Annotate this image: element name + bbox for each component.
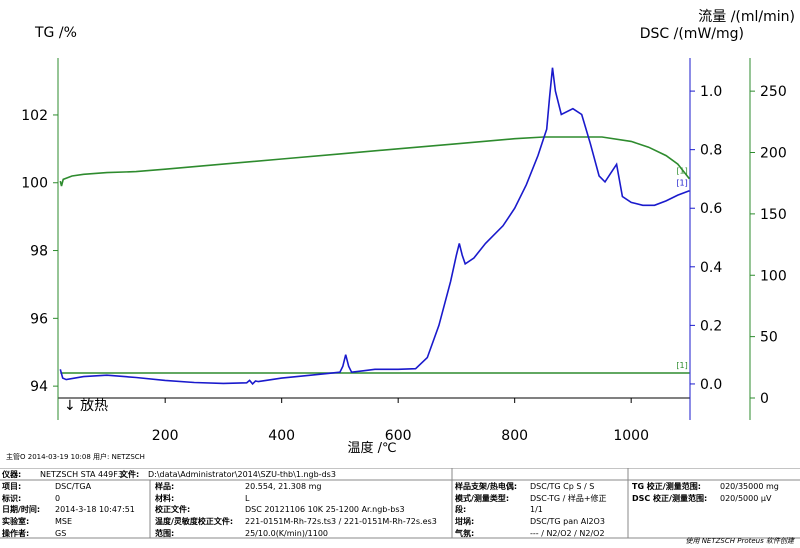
credit: 使用 NETZSCH Proteus 软件创建 bbox=[685, 537, 794, 545]
y2-axis-title: DSC /(mW/mg) bbox=[640, 26, 744, 42]
info-label: 操作者: bbox=[2, 528, 30, 538]
x-tick-label: 600 bbox=[385, 428, 412, 444]
info-value: DSC-TG / 样品+修正 bbox=[530, 493, 607, 503]
info-label: 气氛: bbox=[455, 528, 475, 538]
info-label: 实验室: bbox=[2, 517, 30, 527]
info-value: DSC 20121106 10K 25-1200 Ar.ngb-bs3 bbox=[245, 505, 405, 515]
info-value: DSC/TG pan Al2O3 bbox=[530, 517, 605, 527]
info-label: 样品支架/热电偶: bbox=[455, 482, 518, 491]
info-value: --- / N2/O2 / N2/O2 bbox=[530, 528, 605, 538]
info-value: 25/10.0(K/min)/1100 bbox=[245, 528, 329, 538]
y-axis-title: TG /% bbox=[34, 25, 77, 41]
info-value: 221-0151M-Rh-72s.ts3 / 221-0151M-Rh-72s.… bbox=[245, 517, 437, 527]
chart: TG /% DSC /(mW/mg) 流量 /(ml/min) 温度 /℃ ↓ … bbox=[6, 9, 795, 461]
info-value: L bbox=[245, 493, 250, 503]
end-label: [1] bbox=[676, 361, 687, 370]
y3-tick-label: 50 bbox=[760, 330, 778, 346]
info-value: D:\data\Administrator\2014\SZU-thb\1.ngb… bbox=[148, 470, 336, 479]
info-value: 2014-3-18 10:47:51 bbox=[55, 505, 135, 515]
x-axis-title: 温度 /℃ bbox=[347, 440, 396, 456]
info-label: 模式/测量类型: bbox=[455, 493, 510, 503]
x-tick-label: 1000 bbox=[613, 428, 649, 444]
end-label: [1] bbox=[676, 167, 687, 176]
info-label: 温度/灵敏度校正文件: bbox=[155, 517, 234, 527]
info-value: DSC/TG Cp S / S bbox=[530, 482, 595, 491]
y2-tick-label: 0.2 bbox=[700, 318, 722, 334]
x-tick-label: 800 bbox=[501, 428, 528, 444]
info-value: 20.554, 21.308 mg bbox=[245, 482, 322, 491]
info-label: 样品: bbox=[155, 482, 175, 491]
x-tick-label: 200 bbox=[152, 428, 179, 444]
info-label: 段: bbox=[455, 505, 467, 515]
y3-tick-label: 200 bbox=[760, 146, 787, 162]
series-line bbox=[59, 136, 691, 187]
info-label: 标识: bbox=[2, 493, 22, 503]
y-tick-label: 96 bbox=[30, 311, 48, 327]
y3-tick-label: 250 bbox=[760, 84, 787, 100]
y-tick-label: 102 bbox=[21, 108, 48, 124]
table-lines bbox=[0, 468, 800, 539]
info-value: GS bbox=[55, 528, 67, 538]
info-label: 文件: bbox=[120, 470, 140, 479]
x-tick-label: 400 bbox=[268, 428, 295, 444]
info-label: 日期/时间: bbox=[2, 505, 41, 515]
y3-axis-title: 流量 /(ml/min) bbox=[698, 9, 795, 25]
info-value: 020/35000 mg bbox=[720, 482, 779, 491]
y3-tick-label: 0 bbox=[760, 391, 769, 407]
info-value: NETZSCH STA 449F3 bbox=[40, 470, 123, 479]
y-tick-label: 94 bbox=[30, 379, 48, 395]
info-label: 范围: bbox=[155, 528, 175, 538]
info-label: 坩埚: bbox=[455, 517, 475, 527]
info-label: DSC 校正/测量范围: bbox=[632, 493, 708, 503]
y2-tick-label: 0.8 bbox=[700, 143, 722, 159]
info-value: 020/5000 µV bbox=[720, 493, 772, 503]
y3-tick-label: 100 bbox=[760, 268, 787, 284]
y2-tick-label: 1.0 bbox=[700, 84, 722, 100]
info-label: 项目: bbox=[2, 482, 22, 491]
end-label: [1] bbox=[676, 179, 687, 188]
info-value: MSE bbox=[55, 517, 73, 527]
info-value: 0 bbox=[55, 493, 61, 503]
info-value: 1/1 bbox=[530, 505, 543, 515]
y3-tick-label: 150 bbox=[760, 207, 787, 223]
info-label: TG 校正/测量范围: bbox=[632, 482, 701, 491]
info-label: 校正文件: bbox=[155, 505, 191, 515]
y-tick-label: 98 bbox=[30, 244, 48, 260]
series-line bbox=[59, 67, 690, 386]
info-label: 材料: bbox=[155, 493, 175, 503]
y2-tick-label: 0.4 bbox=[700, 260, 722, 276]
info-label: 仪器: bbox=[2, 470, 22, 479]
y-tick-label: 100 bbox=[21, 176, 48, 192]
info-value: DSC/TGA bbox=[55, 482, 92, 491]
exo-label: ↓ 放热 bbox=[64, 398, 108, 414]
stamp: 主管O 2014-03-19 10:08 用户: NETZSCH bbox=[6, 452, 145, 461]
y2-tick-label: 0.0 bbox=[700, 377, 722, 393]
y2-tick-label: 0.6 bbox=[700, 201, 722, 217]
